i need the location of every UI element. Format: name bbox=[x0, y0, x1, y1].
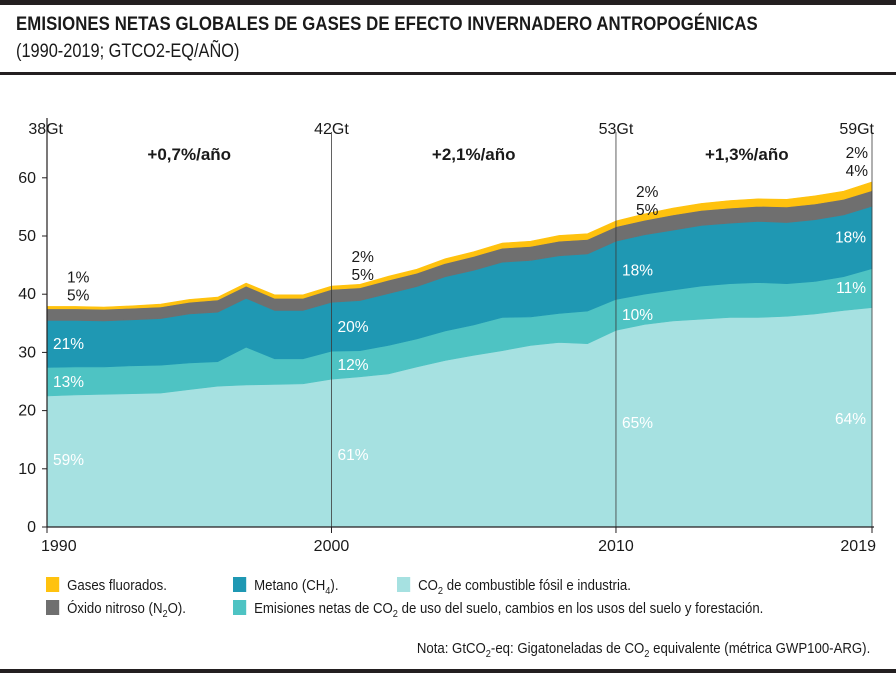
share-methane-1990: 21% bbox=[53, 336, 84, 353]
share-fgas-2010: 2% bbox=[636, 184, 659, 201]
legend-swatch-fossil bbox=[397, 577, 411, 592]
share-n2o-1990: 5% bbox=[67, 287, 90, 304]
legend-swatch-methane bbox=[233, 577, 247, 592]
total-label-2010: 53Gt bbox=[599, 121, 634, 138]
growth-label: +1,3%/año bbox=[705, 145, 789, 164]
top-rule bbox=[0, 0, 896, 5]
share-fgas-2000: 2% bbox=[351, 249, 374, 266]
growth-label: +2,1%/año bbox=[432, 145, 516, 164]
legend-label-fgas: Gases fluorados. bbox=[67, 577, 167, 594]
x-tick-label: 1990 bbox=[41, 538, 77, 555]
share-fossil-2019: 64% bbox=[835, 411, 866, 428]
share-fossil-2000: 61% bbox=[337, 447, 368, 464]
total-label-2000: 42Gt bbox=[314, 121, 349, 138]
x-tick-label: 2010 bbox=[598, 538, 634, 555]
legend-item-fgas: Gases fluorados. bbox=[46, 577, 167, 594]
share-fgas-1990: 1% bbox=[67, 269, 90, 286]
legend-label-landuse: Emisiones netas de CO2 de uso del suelo,… bbox=[254, 600, 764, 620]
share-n2o-2000: 5% bbox=[351, 267, 374, 284]
share-methane-2000: 20% bbox=[337, 319, 368, 336]
footnote: Nota: GtCO2-eq: Gigatoneladas de CO2 equ… bbox=[416, 640, 870, 660]
share-landuse-1990: 13% bbox=[53, 374, 84, 391]
header-rule bbox=[0, 72, 896, 75]
bottom-rule bbox=[0, 669, 896, 673]
x-tick-label: 2019 bbox=[840, 538, 876, 555]
chart-title: EMISIONES NETAS GLOBALES DE GASES DE EFE… bbox=[16, 13, 758, 35]
chart-labels: 38Gt 42Gt 53Gt 59Gt +0,7%/año +2,1%/año +1,3%/… bbox=[28, 121, 874, 469]
vertical-reference-lines bbox=[331, 132, 873, 527]
share-landuse-2000: 12% bbox=[337, 357, 368, 374]
share-n2o-2019: 4% bbox=[846, 163, 869, 180]
share-n2o-2010: 5% bbox=[636, 202, 659, 219]
share-fossil-2010: 65% bbox=[622, 415, 653, 432]
share-fgas-2019: 2% bbox=[846, 145, 869, 162]
share-landuse-2019: 11% bbox=[836, 280, 866, 297]
y-tick-label: 20 bbox=[18, 403, 36, 420]
chart-subtitle: (1990-2019; GTCO2-EQ/AÑO) bbox=[16, 41, 240, 62]
y-tick-label: 60 bbox=[18, 170, 36, 187]
share-methane-2019: 18% bbox=[835, 229, 866, 246]
y-tick-label: 40 bbox=[18, 286, 36, 303]
axes: 0 10 20 30 40 50 60 1990 2000 2010 2019 bbox=[18, 118, 876, 555]
legend-item-methane: Metano (CH4). bbox=[233, 577, 338, 597]
total-label-2019: 59Gt bbox=[839, 121, 874, 138]
legend-label-fossil: CO2 de combustible fósil e industria. bbox=[418, 577, 631, 597]
growth-label: +0,7%/año bbox=[147, 145, 231, 164]
total-label-1990: 38Gt bbox=[28, 121, 63, 138]
legend-item-fossil: CO2 de combustible fósil e industria. bbox=[397, 577, 631, 597]
y-tick-label: 30 bbox=[18, 344, 36, 361]
y-tick-label: 10 bbox=[18, 461, 36, 478]
x-tick-label: 2000 bbox=[314, 538, 350, 555]
share-methane-2010: 18% bbox=[622, 262, 653, 279]
legend-item-n2o: Óxido nitroso (N2O). bbox=[46, 600, 186, 620]
legend-swatch-landuse bbox=[233, 600, 247, 615]
legend-item-landuse: Emisiones netas de CO2 de uso del suelo,… bbox=[233, 600, 763, 620]
legend-swatch-n2o bbox=[46, 600, 60, 615]
legend-label-methane: Metano (CH4). bbox=[254, 577, 339, 597]
y-tick-label: 0 bbox=[27, 519, 36, 536]
share-landuse-2010: 10% bbox=[622, 307, 653, 324]
legend-swatch-fgas bbox=[46, 577, 60, 592]
share-fossil-1990: 59% bbox=[53, 452, 84, 469]
area-layers bbox=[46, 181, 873, 528]
y-tick-label: 50 bbox=[18, 228, 36, 245]
legend-label-n2o: Óxido nitroso (N2O). bbox=[67, 600, 186, 620]
